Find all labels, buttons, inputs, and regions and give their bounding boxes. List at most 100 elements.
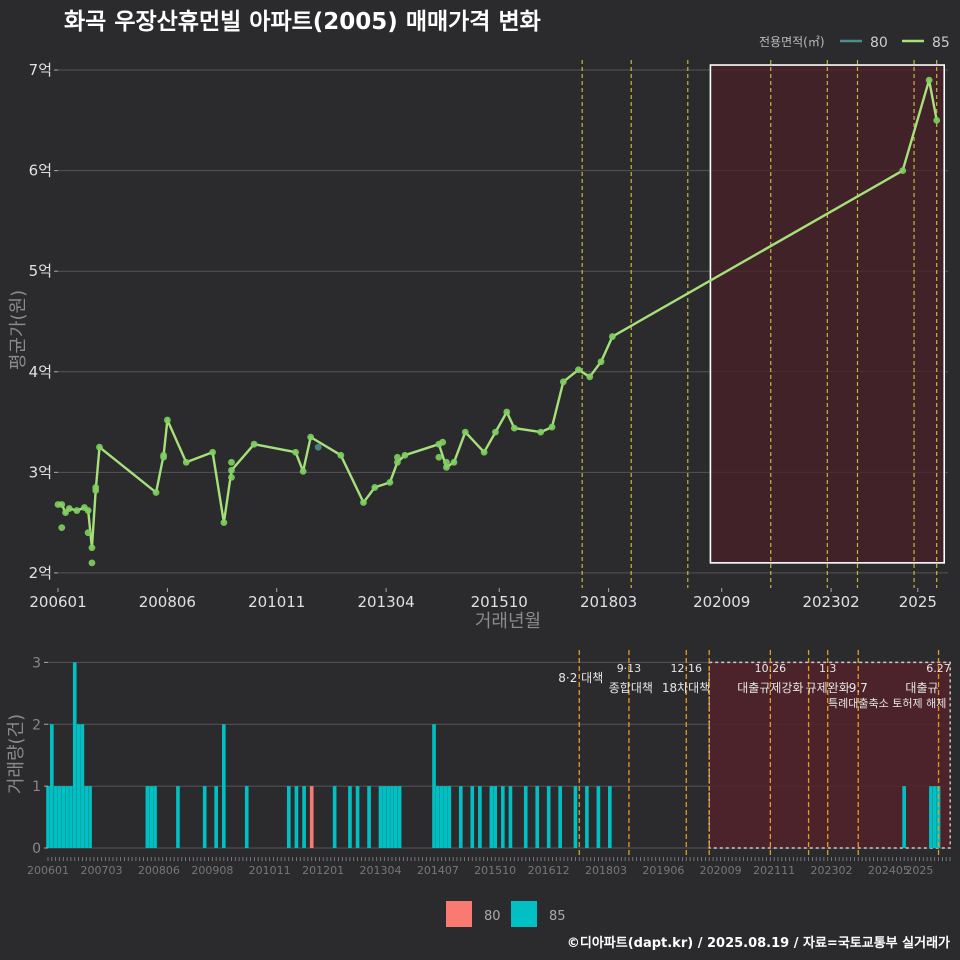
volume-x-tick-label-3: 200908 <box>191 864 233 877</box>
volume-bar-85-35 <box>439 786 444 848</box>
volume-bar-85-51 <box>596 786 601 848</box>
volume-bar-85-1 <box>50 724 54 848</box>
volume-bar-85-18 <box>221 724 226 848</box>
price-point-85-17 <box>250 440 258 448</box>
price-point-85-31 <box>480 448 488 456</box>
price-points <box>54 76 941 567</box>
volume-bar-85-4 <box>61 786 66 848</box>
volume-bar-85-45 <box>523 786 528 848</box>
volume-bar-85-3 <box>57 786 62 848</box>
volume-bar-85-6 <box>69 786 73 848</box>
price-extra-point-85-7 <box>435 453 443 461</box>
price-extra-point-85-2 <box>84 529 92 537</box>
price-point-85-15 <box>220 519 228 527</box>
volume-bar-85-29 <box>386 786 390 848</box>
legend-title: 전용면적(㎡) <box>759 35 825 49</box>
volume-y-tick-label-0: 0 <box>32 841 41 857</box>
volume-bar-85-20 <box>286 786 291 848</box>
volume-policy-lines: 8·2 대책 9·13 종합대책 12·16 18차대책 10.26 대출규제강화 1.3 규제… <box>558 650 951 856</box>
volume-bar-85-56 <box>936 786 941 848</box>
legend-bottom-label-80: 80 <box>484 909 501 924</box>
volume-bar-85-19 <box>244 786 249 848</box>
volume-bar-85-55 <box>932 786 937 848</box>
volume-annotation: 특례대출축소 토허제 해제 <box>828 696 946 710</box>
price-extra-point-85-4 <box>160 453 167 461</box>
price-extra-point-85-1 <box>88 559 96 567</box>
price-grid <box>58 69 948 574</box>
volume-bar-85-41 <box>489 786 494 848</box>
volume-x-tick-label-16: 2025 <box>905 864 933 877</box>
volume-bar-85-13 <box>149 786 154 848</box>
volume-bar-85-26 <box>367 786 371 848</box>
price-point-85-42 <box>899 167 907 175</box>
price-point-85-14 <box>209 448 217 456</box>
price-point-85-29 <box>450 458 458 466</box>
volume-x-tick-label-14: 202302 <box>811 864 853 877</box>
volume-x-tick-label-9: 201612 <box>528 864 570 877</box>
volume-bar-85-40 <box>478 786 482 848</box>
volume-x-tick-label-4: 201011 <box>249 864 291 877</box>
volume-bar-85-25 <box>355 786 360 848</box>
price-point-85-10 <box>152 489 160 496</box>
price-point-85-39 <box>586 373 594 381</box>
volume-bar-85-9 <box>80 724 85 848</box>
volume-bar-85-8 <box>76 724 81 848</box>
volume-x-tick-label-12: 202009 <box>700 864 742 877</box>
volume-bar-85-14 <box>153 786 157 848</box>
price-x-tick-label-1: 200806 <box>139 593 196 611</box>
volume-x-tick-label-8: 201510 <box>474 864 516 877</box>
price-x-tick-label-4: 201510 <box>471 593 528 611</box>
price-point-85-4 <box>73 507 81 514</box>
volume-y-tick-label-2: 2 <box>32 717 41 733</box>
price-x-tick-label-2: 201011 <box>248 593 305 611</box>
price-point-85-18 <box>292 448 299 456</box>
volume-bar-85-47 <box>546 786 551 848</box>
volume-policy-date-2: 12·16 <box>671 662 703 675</box>
price-point-85-30 <box>461 428 469 436</box>
volume-x-tick-label-11: 201906 <box>642 864 684 877</box>
volume-bar-85-15 <box>176 786 180 848</box>
volume-bar-85-46 <box>535 786 540 848</box>
price-point-85-41 <box>608 333 616 340</box>
price-extra-point-85-5 <box>228 473 235 481</box>
price-chart: 2억 3억 4억 5억 6억 7억 200601 200806 201011 201304 201… <box>8 60 948 632</box>
volume-bar-85-0 <box>46 786 50 848</box>
price-x-ticks: 200601 200806 201011 201304 201510 201803 2020… <box>29 588 937 611</box>
legend-bottom-label-85: 85 <box>549 909 566 924</box>
price-extra-point-85-10 <box>228 458 235 466</box>
volume-bar-85-30 <box>390 786 394 848</box>
chart-title: 화곡 우장산휴먼빌 아파트(2005) 매매가격 변화 <box>64 9 541 35</box>
volume-chart: 8·2 대책 9·13 종합대책 12·16 18차대책 10.26 대출규제강화 1.3 규제… <box>6 650 951 877</box>
volume-bar-85-32 <box>397 786 402 848</box>
price-point-85-12 <box>163 416 171 424</box>
volume-policy-label-0: 8·2 대책 <box>558 670 603 685</box>
volume-bar-85-37 <box>447 786 452 848</box>
volume-highlight-region <box>708 661 951 849</box>
volume-bar-85-10 <box>84 786 89 848</box>
price-policy-lines <box>581 60 938 588</box>
volume-x-tick-label-10: 201803 <box>585 864 627 877</box>
price-x-tick-label-0: 200601 <box>29 593 86 611</box>
price-point-85-40 <box>597 358 605 366</box>
price-extra-point-85-3 <box>92 484 100 491</box>
price-y-axis-label: 평균가(원) <box>8 290 29 370</box>
volume-bar-85-43 <box>501 786 505 848</box>
volume-policy-label-7: 9.7 <box>849 681 868 695</box>
price-extra-point-85-9 <box>394 453 401 461</box>
volume-x-ticks: 200601 200703 200806 200908 201011 201201 2013… <box>27 857 951 877</box>
volume-y-tick-label-3: 3 <box>32 655 41 671</box>
volume-bar-85-22 <box>302 786 306 848</box>
footer-credit: ©디아파트(dapt.kr) / 2025.08.19 / 자료=국토교통부 실… <box>567 935 950 951</box>
volume-bar-85-36 <box>443 786 448 848</box>
volume-bar-85-39 <box>470 786 475 848</box>
volume-x-tick-label-15: 202405 <box>868 864 910 877</box>
volume-policy-label-4: 대출규제강화 <box>737 681 803 695</box>
volume-y-ticks: 0 1 2 3 <box>32 655 48 857</box>
volume-bar-85-21 <box>294 786 299 848</box>
volume-bar-85-50 <box>585 786 589 848</box>
volume-bar-85-7 <box>72 662 77 848</box>
volume-x-tick-label-2: 200806 <box>138 864 180 877</box>
volume-x-tick-label-5: 201201 <box>302 864 344 877</box>
volume-bar-85-34 <box>436 786 440 848</box>
price-point-85-43 <box>925 76 933 84</box>
